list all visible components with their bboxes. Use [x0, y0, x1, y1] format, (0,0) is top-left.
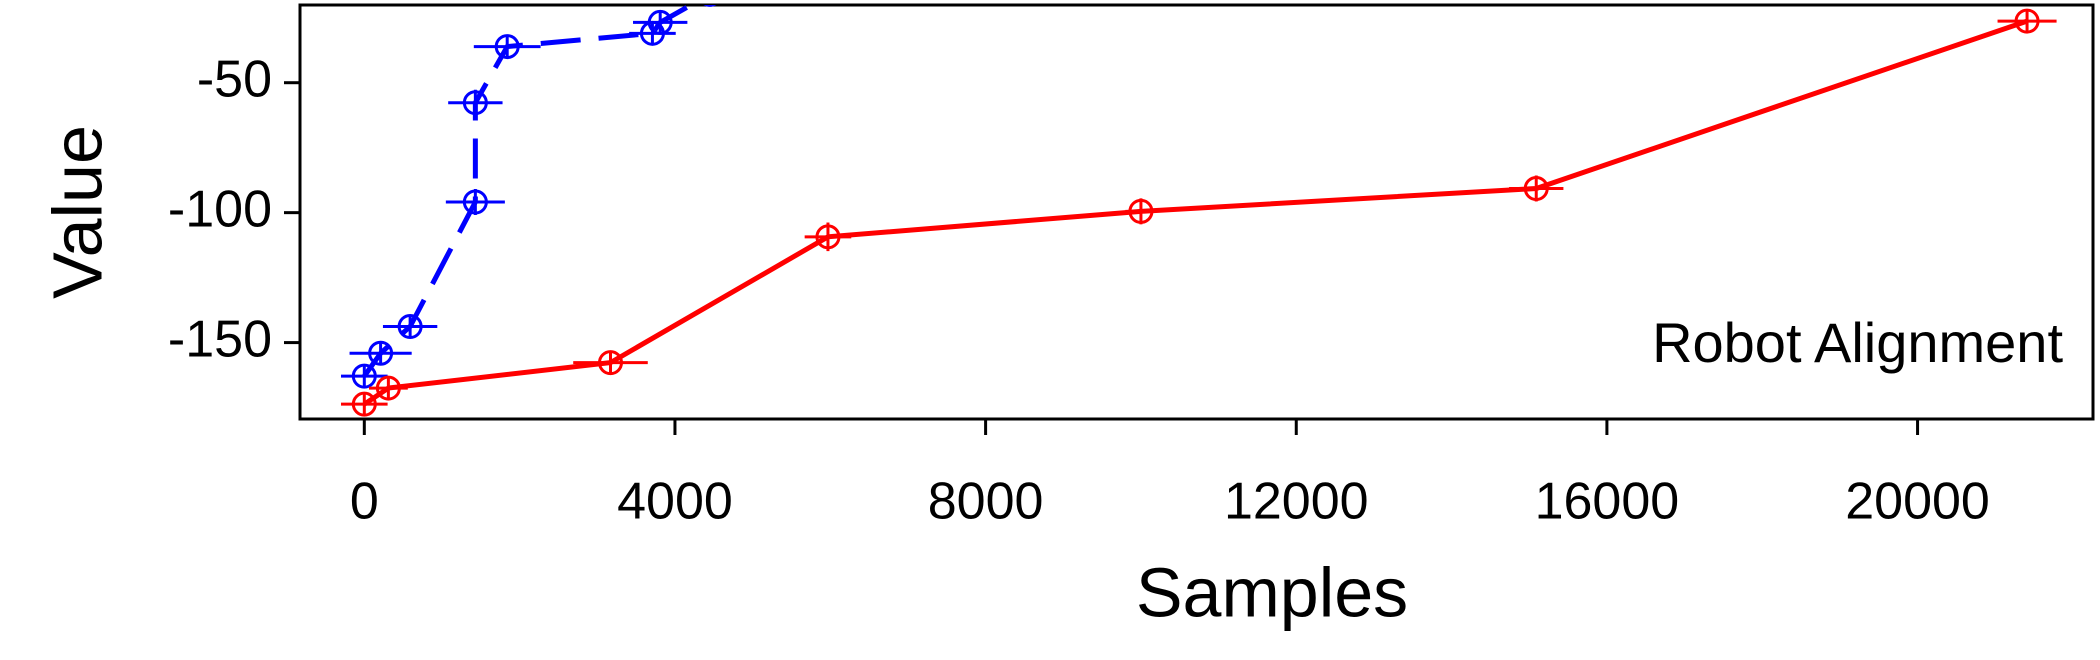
x-axis-title: Samples — [1136, 553, 1408, 631]
point — [397, 313, 423, 339]
plot-area — [341, 5, 2057, 417]
x-tick-label: 16000 — [1535, 473, 1680, 531]
x-tick-label: 12000 — [1224, 473, 1369, 531]
y-axis-title: Value — [38, 125, 116, 299]
point — [494, 34, 520, 60]
point — [368, 340, 394, 366]
x-tick-label: 20000 — [1845, 473, 1990, 531]
x-tick-label: 4000 — [617, 473, 733, 531]
y-tick-label: -100 — [168, 180, 272, 238]
point — [1523, 175, 1549, 201]
point — [462, 189, 488, 215]
y-tick-label: -150 — [168, 310, 272, 368]
point — [597, 350, 623, 376]
point — [351, 391, 377, 417]
annotation: Robot Alignment — [1652, 311, 2063, 374]
x-tick-label: 8000 — [928, 473, 1044, 531]
point — [647, 9, 673, 35]
point — [1128, 198, 1154, 224]
point — [375, 375, 401, 401]
x-tick-label: 0 — [350, 473, 379, 531]
point — [2014, 8, 2040, 34]
point — [462, 90, 488, 116]
point — [815, 224, 841, 250]
point — [703, 5, 717, 7]
point — [351, 363, 377, 389]
series-line — [362, 5, 697, 378]
y-tick-label: -50 — [197, 50, 272, 108]
